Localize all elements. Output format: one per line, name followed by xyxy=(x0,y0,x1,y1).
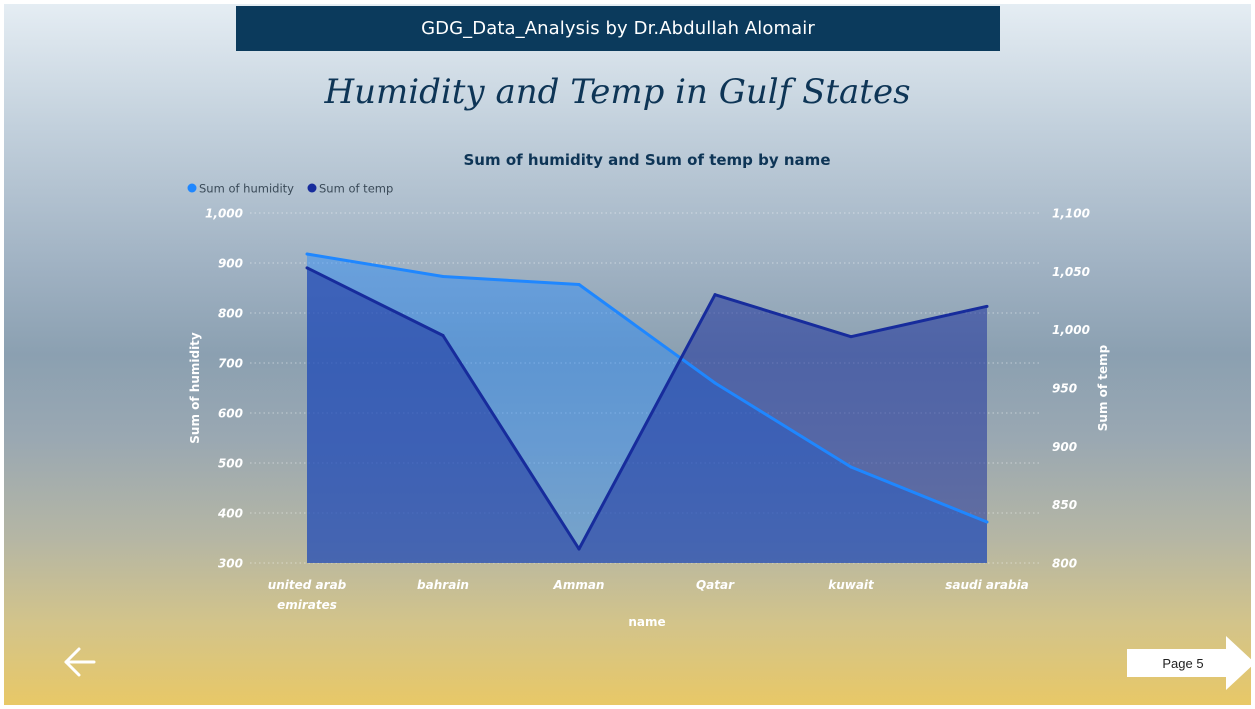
x-tick-label: bahrain xyxy=(417,578,469,592)
temp-point xyxy=(577,547,581,551)
legend-label: Sum of temp xyxy=(319,182,393,196)
y2-tick-label: 950 xyxy=(1052,382,1077,396)
y2-tick-label: 800 xyxy=(1052,557,1077,571)
humidity-point xyxy=(985,520,989,524)
humidity-line xyxy=(306,252,988,524)
y2-tick-label: 1,050 xyxy=(1052,265,1090,279)
page-number-label: Page 5 xyxy=(1162,655,1204,671)
x-axis-title: name xyxy=(628,615,665,629)
temp-point xyxy=(305,266,309,270)
y2-tick-label: 900 xyxy=(1052,440,1077,454)
x-tick-label: saudi arabia xyxy=(945,578,1029,592)
banner-text: GDG_Data_Analysis by Dr.Abdullah Alomair xyxy=(421,18,815,39)
temp-point xyxy=(849,335,853,339)
x-tick-label: kuwait xyxy=(828,578,875,592)
y-tick-label: 700 xyxy=(218,357,243,371)
legend-marker-temp xyxy=(307,183,317,193)
page-title: Humidity and Temp in Gulf States xyxy=(324,72,911,112)
humidity-point xyxy=(305,252,309,256)
humidity-point xyxy=(441,275,445,278)
x-tick-label: Amman xyxy=(553,578,605,592)
humidity-point xyxy=(713,381,717,385)
arrow-right-icon xyxy=(1127,636,1255,690)
header-banner: GDG_Data_Analysis by Dr.Abdullah Alomair xyxy=(236,6,1000,51)
temp-point xyxy=(985,304,989,308)
temp-point xyxy=(441,334,445,337)
y-tick-label: 400 xyxy=(217,507,243,521)
temp-point xyxy=(713,293,717,297)
y-tick-label: 500 xyxy=(218,457,243,471)
humidity-point xyxy=(577,283,581,286)
chart-title: Sum of humidity and Sum of temp by name xyxy=(464,151,831,169)
x-tick-label: united arab xyxy=(268,578,347,592)
y-tick-label: 800 xyxy=(218,307,243,321)
y2-tick-label: 1,000 xyxy=(1052,323,1090,337)
y-tick-label: 600 xyxy=(218,407,243,421)
x-tick-label: Qatar xyxy=(696,578,735,592)
y2-tick-label: 1,100 xyxy=(1052,207,1090,221)
next-page-button[interactable] xyxy=(1127,636,1255,690)
y-axis-title: Sum of humidity xyxy=(188,332,202,444)
temp-line xyxy=(306,266,988,551)
arrow-left-icon[interactable] xyxy=(58,640,102,684)
y2-axis-title: Sum of temp xyxy=(1096,344,1110,431)
humidity-point xyxy=(849,465,853,469)
legend-label: Sum of humidity xyxy=(199,182,294,196)
y2-tick-label: 850 xyxy=(1052,498,1077,512)
legend-marker-humidity xyxy=(187,183,197,193)
y-tick-label: 300 xyxy=(218,557,243,571)
y-tick-label: 1,000 xyxy=(205,207,243,221)
temp-area xyxy=(307,267,987,563)
x-tick-label: emirates xyxy=(277,598,337,612)
y-tick-label: 900 xyxy=(218,257,243,271)
